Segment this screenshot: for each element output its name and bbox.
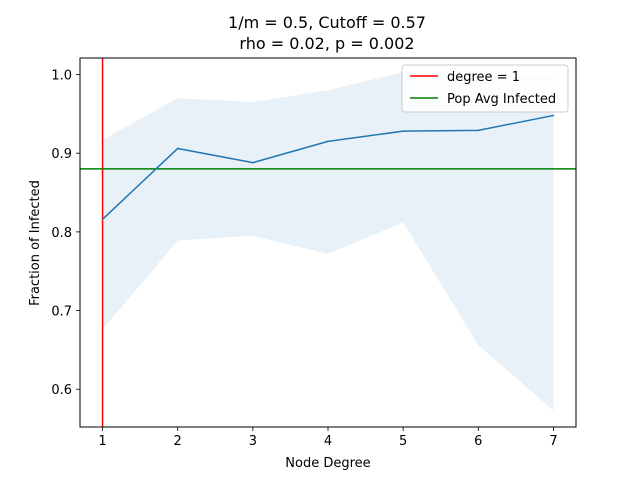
data-point (552, 114, 555, 117)
confidence-band (102, 72, 554, 411)
chart-title-line-1: 1/m = 0.5, Cutoff = 0.57 (228, 13, 426, 32)
y-axis-label: Fraction of Infected (28, 180, 43, 306)
x-tick-label: 2 (174, 434, 182, 449)
y-tick-label: 0.6 (51, 383, 72, 398)
plot-area (80, 58, 576, 427)
x-axis-label: Node Degree (285, 456, 370, 471)
y-tick-label: 0.7 (51, 305, 72, 320)
y-tick-label: 0.8 (51, 226, 72, 241)
x-tick-label: 5 (399, 434, 407, 449)
y-tick-label: 1.0 (51, 69, 72, 84)
x-tick-label: 3 (249, 434, 257, 449)
data-point (402, 130, 404, 132)
data-point (327, 140, 329, 143)
legend-box (401, 64, 569, 113)
x-axis: 1 2 3 4 5 6 7 (98, 427, 558, 449)
y-tick-label: 0.9 (51, 147, 72, 162)
chart-title-line-2: rho = 0.02, p = 0.002 (239, 34, 414, 53)
legend-label-pop-avg: Pop Avg Infected (447, 92, 556, 107)
data-point (477, 129, 480, 132)
data-point (176, 147, 179, 150)
data-point (101, 218, 104, 221)
data-point (252, 161, 254, 164)
y-axis: 0.6 0.7 0.8 0.9 1.0 (51, 69, 80, 398)
legend-label-degree: degree = 1 (447, 70, 520, 85)
x-tick-label: 1 (98, 434, 106, 449)
x-tick-label: 7 (549, 434, 557, 449)
x-tick-label: 4 (324, 434, 332, 449)
legend: degree = 1 Pop Avg Infected (401, 64, 569, 113)
x-tick-label: 6 (474, 434, 482, 449)
